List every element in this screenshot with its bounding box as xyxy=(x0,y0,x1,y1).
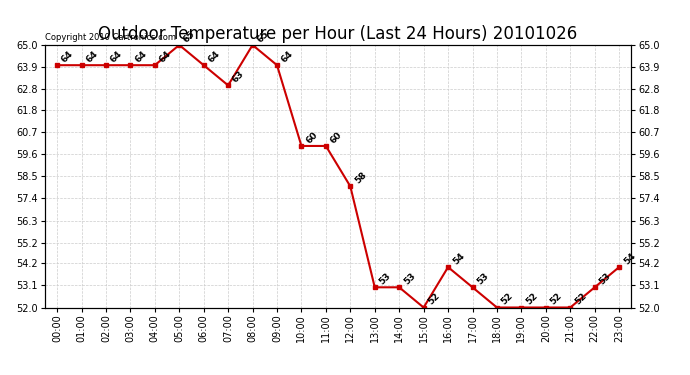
Text: 54: 54 xyxy=(622,251,637,266)
Text: 53: 53 xyxy=(377,272,393,286)
Text: 52: 52 xyxy=(549,291,564,307)
Text: 64: 64 xyxy=(109,49,124,64)
Text: 53: 53 xyxy=(475,272,491,286)
Text: 64: 64 xyxy=(157,49,173,64)
Text: 52: 52 xyxy=(426,291,442,307)
Text: 53: 53 xyxy=(598,272,613,286)
Text: 64: 64 xyxy=(206,49,221,64)
Text: 60: 60 xyxy=(304,130,319,145)
Text: 54: 54 xyxy=(451,251,466,266)
Text: 64: 64 xyxy=(84,49,99,64)
Text: 65: 65 xyxy=(255,29,270,44)
Text: 52: 52 xyxy=(573,291,589,307)
Text: 63: 63 xyxy=(231,69,246,85)
Text: 64: 64 xyxy=(279,49,295,64)
Text: 64: 64 xyxy=(133,49,148,64)
Text: 65: 65 xyxy=(182,29,197,44)
Text: 64: 64 xyxy=(60,49,75,64)
Text: 53: 53 xyxy=(402,272,417,286)
Text: 58: 58 xyxy=(353,170,368,186)
Title: Outdoor Temperature per Hour (Last 24 Hours) 20101026: Outdoor Temperature per Hour (Last 24 Ho… xyxy=(99,26,578,44)
Text: 52: 52 xyxy=(524,291,540,307)
Text: 60: 60 xyxy=(328,130,344,145)
Text: 52: 52 xyxy=(500,291,515,307)
Text: Copyright 2010 Cartronics.com: Copyright 2010 Cartronics.com xyxy=(45,33,176,42)
